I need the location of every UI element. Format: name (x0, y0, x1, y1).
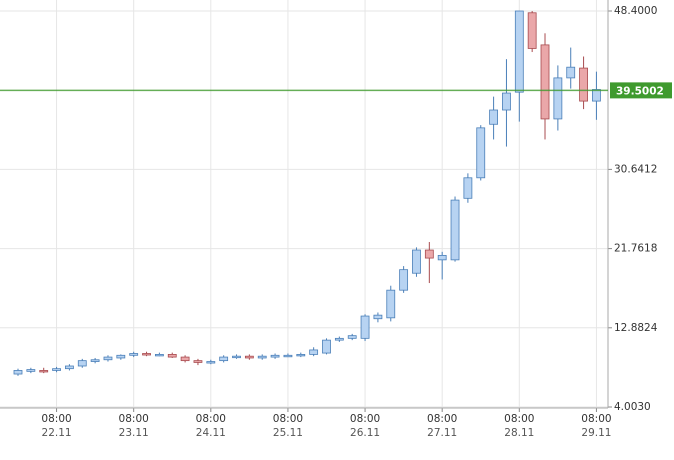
x-tick-date: 28.11 (504, 427, 534, 439)
candle-body (65, 365, 74, 370)
candle-body (322, 339, 331, 354)
candle-body (13, 370, 23, 375)
candle-body (167, 354, 177, 358)
candle-body (373, 314, 383, 320)
candle-body (193, 360, 203, 363)
candle-body (489, 109, 498, 125)
candle-body (39, 370, 49, 373)
x-tick-label: 08:00 (504, 413, 534, 425)
y-tick-label: 4.0030 (614, 401, 651, 413)
candle-body (90, 359, 100, 362)
candle-body (270, 354, 280, 358)
x-tick-label: 08:00 (41, 413, 71, 425)
price-label-box (610, 82, 672, 99)
x-tick-date: 23.11 (119, 427, 149, 439)
candle-body (52, 368, 61, 371)
x-tick-date: 26.11 (350, 427, 380, 439)
candle-body (296, 354, 306, 357)
x-tick-date: 24.11 (196, 427, 226, 439)
candle-body (180, 356, 190, 362)
x-tick-label: 08:00 (427, 413, 457, 425)
candle-body (116, 354, 126, 359)
candle-body (347, 335, 357, 339)
x-tick-label: 08:00 (196, 413, 226, 425)
x-tick-label: 08:00 (350, 413, 380, 425)
candle-body (502, 92, 511, 111)
candle-body (540, 44, 550, 120)
candle-body (527, 12, 537, 49)
candle-body (412, 249, 421, 274)
x-tick-date: 27.11 (427, 427, 457, 439)
candle-body (154, 354, 164, 357)
candle-body (103, 356, 113, 361)
candle-body (77, 360, 87, 367)
candle-body (386, 289, 396, 319)
candle-body (450, 199, 460, 261)
candle-body (399, 269, 409, 291)
y-tick-label: 21.7618 (614, 243, 657, 255)
x-tick-date: 25.11 (273, 427, 303, 439)
candle-body (334, 337, 344, 341)
candle-body (244, 355, 254, 359)
candle-body (142, 353, 151, 356)
candle-body (592, 89, 601, 102)
candle-body (26, 369, 36, 372)
candle-body (463, 177, 473, 199)
candle-body (232, 355, 241, 359)
candle-body (424, 249, 434, 259)
x-tick-label: 08:00 (119, 413, 149, 425)
candle-body (206, 361, 216, 364)
candle-body (553, 77, 563, 120)
candle-body (437, 254, 447, 261)
x-tick-date: 22.11 (42, 427, 72, 439)
candle-body (476, 127, 486, 179)
candle-body (579, 67, 588, 102)
x-tick-label: 08:00 (273, 413, 303, 425)
candle-body (514, 10, 524, 93)
candle-body (129, 353, 139, 356)
candle-body (219, 356, 229, 362)
y-tick-label: 48.4000 (614, 5, 657, 17)
x-tick-label: 08:00 (581, 413, 611, 425)
y-tick-label: 12.8824 (614, 322, 658, 334)
candle-body (360, 315, 370, 339)
y-tick-label: 30.6412 (614, 163, 657, 175)
price-label: 39.5002 (616, 85, 664, 97)
x-tick-date: 29.11 (581, 427, 611, 439)
candle-body (309, 349, 319, 355)
candle-body (257, 355, 267, 359)
candle-body (283, 354, 293, 358)
candle-body (566, 66, 576, 79)
